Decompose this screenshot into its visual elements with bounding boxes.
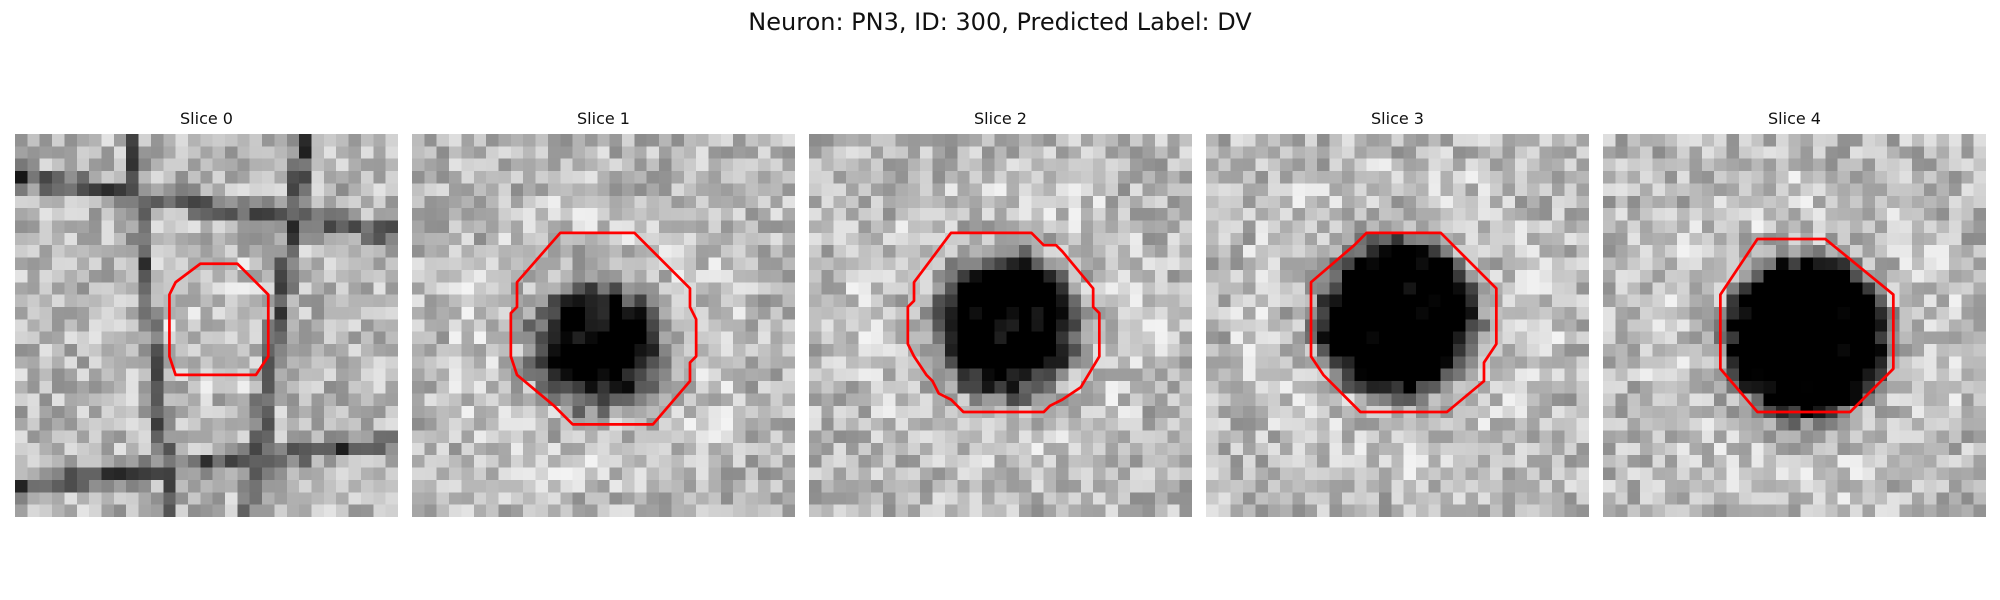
- slice-panel-0: Slice 0: [15, 108, 398, 517]
- slice-panel-1: Slice 1: [412, 108, 795, 517]
- slice-title-2: Slice 2: [974, 109, 1027, 128]
- slice-image-0: [15, 134, 398, 517]
- figure-title: Neuron: PN3, ID: 300, Predicted Label: D…: [748, 8, 1252, 36]
- slice-panel-2: Slice 2: [809, 108, 1192, 517]
- slice-panel-3: Slice 3: [1206, 108, 1589, 517]
- roi-contour-1: [509, 231, 698, 426]
- slice-title-4: Slice 4: [1768, 109, 1821, 128]
- slice-title-1: Slice 1: [577, 109, 630, 128]
- slice-image-3: [1206, 134, 1589, 517]
- slice-image-2: [809, 134, 1192, 517]
- roi-contour-3: [1309, 231, 1498, 414]
- slice-title-3: Slice 3: [1371, 109, 1424, 128]
- slice-panel-4: Slice 4: [1603, 108, 1986, 517]
- roi-contour-2: [906, 231, 1101, 414]
- roi-contour-0: [168, 262, 270, 377]
- slice-image-4: [1603, 134, 1986, 517]
- slice-title-0: Slice 0: [180, 109, 233, 128]
- slice-image-1: [412, 134, 795, 517]
- roi-contour-4: [1719, 237, 1895, 414]
